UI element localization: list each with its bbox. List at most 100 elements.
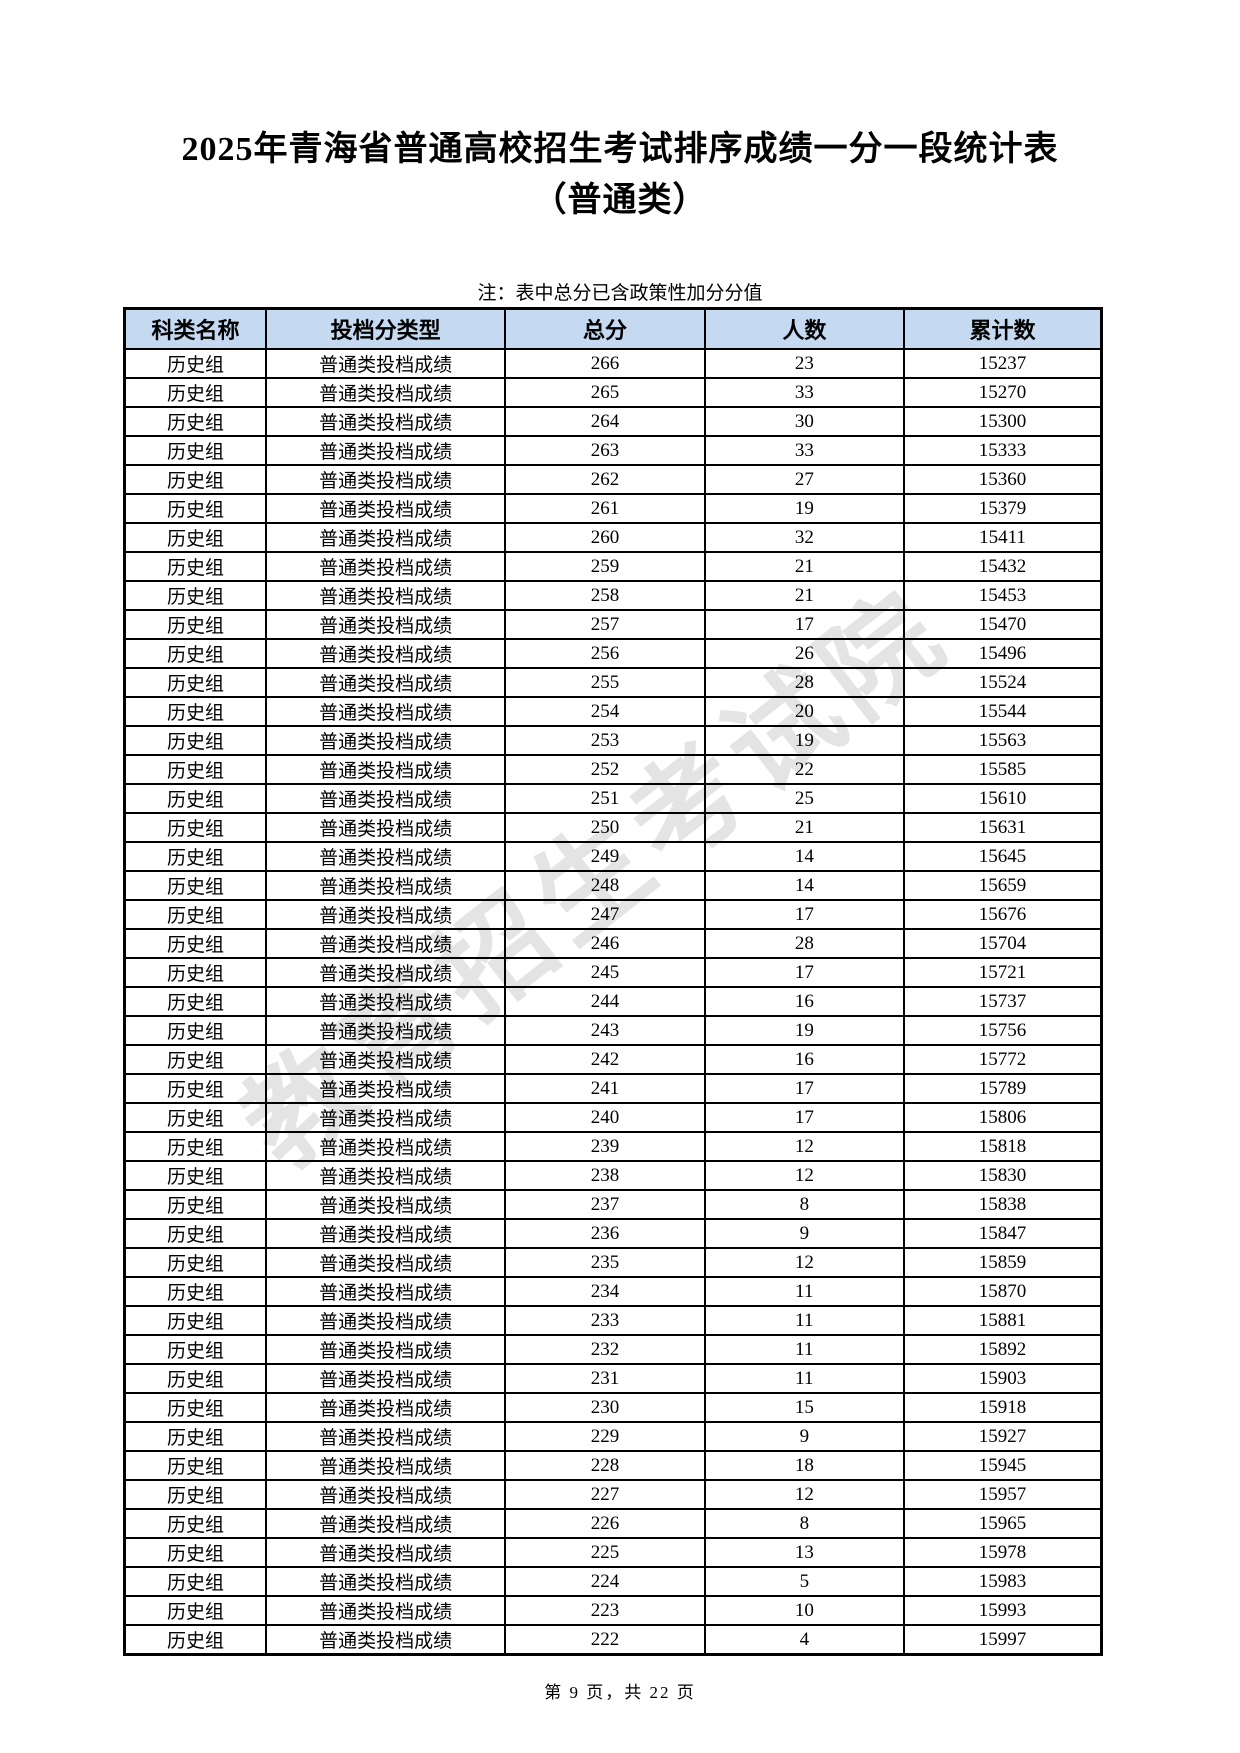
table-cell: 15659 xyxy=(903,870,1103,901)
table-cell: 历史组 xyxy=(123,1160,268,1191)
table-cell: 33 xyxy=(703,377,906,408)
page-title-line2: （普通类） xyxy=(532,182,708,219)
table-cell: 15737 xyxy=(903,986,1103,1017)
table-cell: 8 xyxy=(703,1508,906,1539)
table-cell: 15453 xyxy=(903,580,1103,611)
table-row: 历史组 普通类投档成绩 234 11 15870 xyxy=(123,1276,1103,1307)
column-header: 人数 xyxy=(703,307,906,350)
table-cell: 历史组 xyxy=(123,1595,268,1626)
table-cell: 266 xyxy=(504,348,706,379)
table-cell: 19 xyxy=(703,725,906,756)
table-row: 历史组 普通类投档成绩 266 23 15237 xyxy=(123,348,1103,379)
table-cell: 11 xyxy=(703,1334,906,1365)
table-row: 历史组 普通类投档成绩 223 10 15993 xyxy=(123,1595,1103,1626)
table-cell: 普通类投档成绩 xyxy=(265,986,507,1017)
table-cell: 15610 xyxy=(903,783,1103,814)
table-cell: 15756 xyxy=(903,1015,1103,1046)
table-row: 历史组 普通类投档成绩 229 9 15927 xyxy=(123,1421,1103,1452)
table-cell: 普通类投档成绩 xyxy=(265,493,507,524)
table-row: 历史组 普通类投档成绩 256 26 15496 xyxy=(123,638,1103,669)
table-cell: 15411 xyxy=(903,522,1103,553)
table-cell: 21 xyxy=(703,580,906,611)
table-row: 历史组 普通类投档成绩 253 19 15563 xyxy=(123,725,1103,756)
column-header: 累计数 xyxy=(903,307,1103,350)
table-cell: 12 xyxy=(703,1160,906,1191)
table-cell: 15965 xyxy=(903,1508,1103,1539)
table-cell: 264 xyxy=(504,406,706,437)
table-cell: 18 xyxy=(703,1450,906,1481)
table-cell: 11 xyxy=(703,1363,906,1394)
table-cell: 普通类投档成绩 xyxy=(265,406,507,437)
table-cell: 15645 xyxy=(903,841,1103,872)
table-cell: 15918 xyxy=(903,1392,1103,1423)
table-row: 历史组 普通类投档成绩 246 28 15704 xyxy=(123,928,1103,959)
table-cell: 普通类投档成绩 xyxy=(265,899,507,930)
table-cell: 普通类投档成绩 xyxy=(265,1334,507,1365)
table-cell: 15631 xyxy=(903,812,1103,843)
table-cell: 16 xyxy=(703,1044,906,1075)
column-header: 投档分类型 xyxy=(265,307,507,350)
table-cell: 265 xyxy=(504,377,706,408)
table-cell: 历史组 xyxy=(123,899,268,930)
table-cell: 历史组 xyxy=(123,1508,268,1539)
score-table-header: 科类名称 投档分类型 总分 人数 累计数 xyxy=(123,307,1103,350)
table-row: 历史组 普通类投档成绩 243 19 15756 xyxy=(123,1015,1103,1046)
table-cell: 普通类投档成绩 xyxy=(265,609,507,640)
table-cell: 15360 xyxy=(903,464,1103,495)
table-cell: 普通类投档成绩 xyxy=(265,754,507,785)
table-cell: 256 xyxy=(504,638,706,669)
table-cell: 15993 xyxy=(903,1595,1103,1626)
table-cell: 4 xyxy=(703,1624,906,1656)
table-cell: 226 xyxy=(504,1508,706,1539)
table-cell: 222 xyxy=(504,1624,706,1656)
table-cell: 普通类投档成绩 xyxy=(265,870,507,901)
table-cell: 250 xyxy=(504,812,706,843)
table-cell: 225 xyxy=(504,1537,706,1568)
table-cell: 28 xyxy=(703,928,906,959)
table-row: 历史组 普通类投档成绩 259 21 15432 xyxy=(123,551,1103,582)
table-cell: 历史组 xyxy=(123,551,268,582)
table-cell: 历史组 xyxy=(123,406,268,437)
table-cell: 19 xyxy=(703,493,906,524)
table-cell: 历史组 xyxy=(123,580,268,611)
table-cell: 普通类投档成绩 xyxy=(265,667,507,698)
table-cell: 历史组 xyxy=(123,783,268,814)
table-cell: 历史组 xyxy=(123,493,268,524)
table-cell: 历史组 xyxy=(123,1305,268,1336)
page-title: 2025年青海省普通高校招生考试排序成绩一分一段统计表 （普通类） xyxy=(0,124,1240,226)
table-cell: 260 xyxy=(504,522,706,553)
table-cell: 历史组 xyxy=(123,957,268,988)
table-cell: 普通类投档成绩 xyxy=(265,1566,507,1597)
table-cell: 普通类投档成绩 xyxy=(265,464,507,495)
table-cell: 11 xyxy=(703,1276,906,1307)
table-cell: 普通类投档成绩 xyxy=(265,1624,507,1656)
table-cell: 普通类投档成绩 xyxy=(265,1276,507,1307)
table-cell: 历史组 xyxy=(123,812,268,843)
table-cell: 普通类投档成绩 xyxy=(265,841,507,872)
table-cell: 25 xyxy=(703,783,906,814)
table-cell: 27 xyxy=(703,464,906,495)
table-cell: 历史组 xyxy=(123,754,268,785)
table-cell: 历史组 xyxy=(123,348,268,379)
table-cell: 8 xyxy=(703,1189,906,1220)
table-cell: 15838 xyxy=(903,1189,1103,1220)
table-cell: 259 xyxy=(504,551,706,582)
table-cell: 15432 xyxy=(903,551,1103,582)
table-row: 历史组 普通类投档成绩 224 5 15983 xyxy=(123,1566,1103,1597)
table-row: 历史组 普通类投档成绩 231 11 15903 xyxy=(123,1363,1103,1394)
table-cell: 15789 xyxy=(903,1073,1103,1104)
table-row: 历史组 普通类投档成绩 265 33 15270 xyxy=(123,377,1103,408)
table-cell: 普通类投档成绩 xyxy=(265,1421,507,1452)
page-title-line1: 2025年青海省普通高校招生考试排序成绩一分一段统计表 xyxy=(181,131,1059,168)
table-row: 历史组 普通类投档成绩 248 14 15659 xyxy=(123,870,1103,901)
table-row: 历史组 普通类投档成绩 235 12 15859 xyxy=(123,1247,1103,1278)
table-row: 历史组 普通类投档成绩 228 18 15945 xyxy=(123,1450,1103,1481)
table-cell: 历史组 xyxy=(123,1131,268,1162)
table-cell: 15563 xyxy=(903,725,1103,756)
table-cell: 17 xyxy=(703,957,906,988)
table-cell: 15830 xyxy=(903,1160,1103,1191)
table-cell: 26 xyxy=(703,638,906,669)
table-cell: 普通类投档成绩 xyxy=(265,377,507,408)
column-header: 总分 xyxy=(504,307,706,350)
table-cell: 普通类投档成绩 xyxy=(265,1131,507,1162)
